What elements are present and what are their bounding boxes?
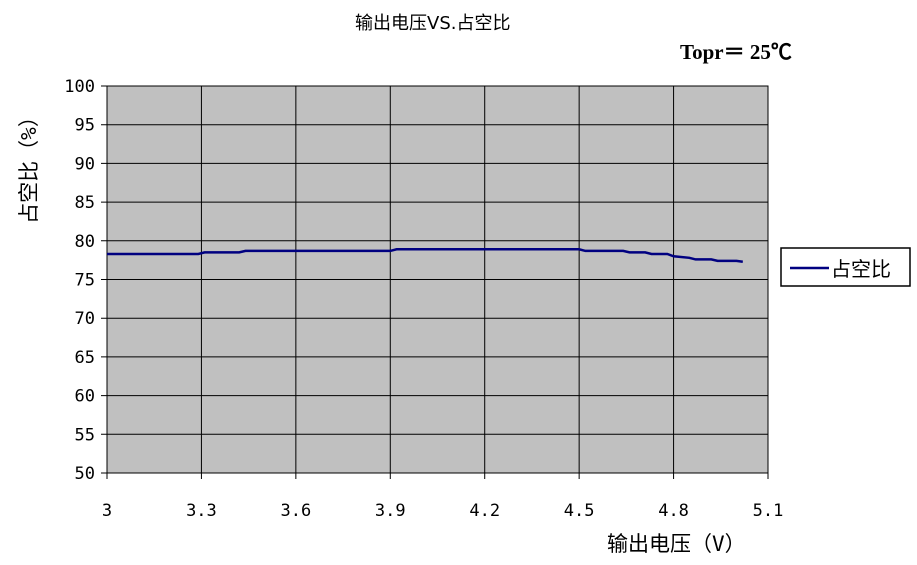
- y-axis-label: 占空比（%）: [17, 106, 41, 224]
- y-tick-label: 100: [64, 77, 95, 97]
- y-tick-label: 90: [75, 154, 95, 174]
- chart-title: 输出电压VS.占空比: [355, 13, 511, 34]
- y-tick-label: 75: [75, 271, 95, 291]
- x-tick-label: 4.5: [564, 501, 595, 521]
- x-tick-label: 3.9: [375, 501, 406, 521]
- legend-entry-duty-cycle: 占空比: [831, 257, 891, 281]
- y-tick-label: 60: [75, 387, 95, 407]
- x-tick-label: 4.8: [658, 501, 689, 521]
- x-tick-label: 3.3: [186, 501, 217, 521]
- x-axis-label: 输出电压（V）: [607, 532, 746, 556]
- x-tick-label: 5.1: [753, 501, 784, 521]
- y-tick-label: 80: [75, 232, 95, 252]
- series-layer: [107, 248, 743, 263]
- y-tick-label: 85: [75, 193, 95, 213]
- x-tick-label: 3.6: [280, 501, 311, 521]
- y-tick-label: 50: [75, 464, 95, 484]
- x-tick-label: 4.2: [469, 501, 500, 521]
- y-tick-label: 95: [75, 116, 95, 136]
- grid-lines: [101, 85, 769, 479]
- legend-box: [780, 247, 911, 287]
- y-tick-label: 55: [75, 425, 95, 445]
- x-tick-label: 3: [102, 501, 112, 521]
- tick-labels: 50 55 60 65 70 75 80 85 90 95 100 3 3.3 3.6 3.9 4.2 4.5 4…: [64, 77, 783, 521]
- y-tick-label: 65: [75, 348, 95, 368]
- series-line-0: [107, 248, 743, 263]
- legend: 占空比: [780, 247, 911, 287]
- y-tick-label: 70: [75, 309, 95, 329]
- condition-label: Topr＝ 25℃: [680, 40, 792, 64]
